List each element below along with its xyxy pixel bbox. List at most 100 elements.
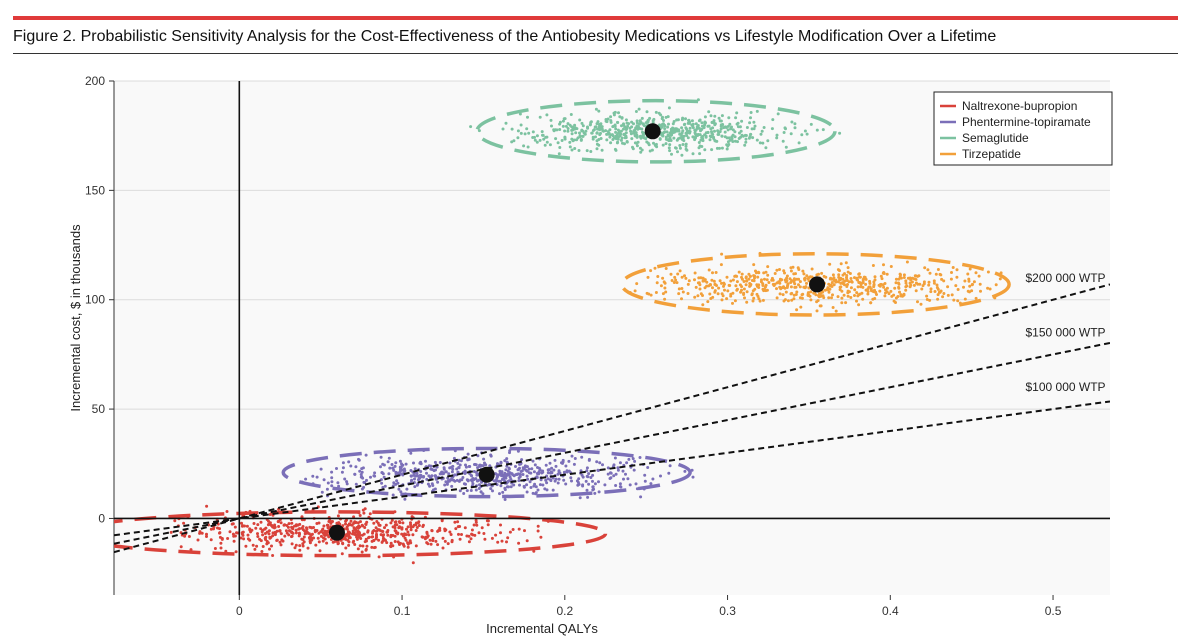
simulation-point	[676, 150, 679, 154]
simulation-point	[340, 552, 344, 556]
simulation-point	[609, 476, 613, 480]
simulation-point	[700, 121, 704, 125]
simulation-point	[225, 510, 229, 513]
simulation-point	[739, 129, 743, 133]
simulation-point	[568, 145, 572, 149]
simulation-point	[826, 287, 829, 291]
simulation-point	[688, 120, 692, 124]
simulation-point	[699, 129, 702, 133]
simulation-point	[239, 536, 243, 540]
simulation-point	[233, 525, 237, 529]
simulation-point	[472, 478, 476, 481]
simulation-point	[570, 148, 574, 152]
simulation-point	[684, 117, 687, 121]
simulation-point	[489, 453, 493, 457]
simulation-point	[400, 526, 404, 530]
figure-title: Figure 2. Probabilistic Sensitivity Anal…	[13, 28, 997, 45]
simulation-point	[760, 129, 764, 133]
simulation-point	[320, 490, 324, 494]
simulation-point	[260, 530, 264, 534]
simulation-point	[782, 269, 786, 273]
simulation-point	[336, 514, 340, 518]
simulation-point	[749, 111, 753, 114]
simulation-point	[686, 282, 690, 286]
simulation-point	[617, 111, 620, 115]
simulation-point	[868, 279, 872, 283]
simulation-point	[554, 137, 558, 141]
simulation-point	[808, 275, 812, 279]
simulation-point	[287, 533, 291, 537]
simulation-point	[805, 132, 809, 136]
simulation-point	[703, 122, 707, 126]
simulation-point	[935, 283, 939, 287]
simulation-point	[317, 540, 321, 544]
simulation-point	[681, 116, 685, 120]
simulation-point	[496, 462, 499, 466]
simulation-point	[880, 277, 884, 281]
simulation-point	[316, 536, 320, 540]
simulation-point	[548, 461, 552, 465]
simulation-point	[545, 113, 549, 117]
simulation-point	[837, 273, 841, 277]
simulation-point	[268, 535, 272, 539]
simulation-point	[761, 298, 765, 302]
simulation-point	[716, 133, 720, 136]
simulation-point	[465, 478, 469, 482]
simulation-point	[400, 463, 404, 467]
simulation-point	[431, 536, 435, 540]
simulation-point	[715, 146, 719, 150]
simulation-point	[517, 476, 521, 480]
simulation-point	[309, 526, 313, 530]
simulation-point	[654, 110, 658, 114]
simulation-point	[288, 529, 292, 533]
simulation-point	[584, 479, 588, 483]
simulation-point	[541, 133, 544, 137]
simulation-point	[795, 308, 799, 312]
simulation-point	[684, 131, 688, 135]
simulation-point	[850, 279, 853, 283]
simulation-point	[635, 487, 639, 491]
simulation-point	[831, 273, 835, 277]
simulation-point	[781, 293, 785, 297]
simulation-point	[725, 297, 729, 301]
simulation-point	[294, 543, 298, 547]
simulation-point	[798, 285, 802, 289]
simulation-point	[399, 541, 402, 545]
simulation-point	[803, 129, 807, 133]
simulation-point	[994, 283, 998, 287]
simulation-point	[361, 544, 365, 548]
simulation-point	[713, 129, 716, 133]
simulation-point	[703, 115, 707, 119]
simulation-point	[846, 270, 850, 274]
simulation-point	[359, 473, 363, 476]
legend-entry: Naltrexone-bupropion	[962, 99, 1077, 113]
simulation-point	[420, 535, 424, 539]
simulation-point	[388, 466, 392, 470]
simulation-point	[708, 283, 712, 287]
simulation-point	[318, 549, 322, 553]
simulation-point	[625, 140, 629, 144]
simulation-point	[347, 460, 351, 464]
simulation-point	[290, 542, 294, 546]
simulation-point	[284, 529, 288, 533]
simulation-point	[657, 111, 661, 115]
simulation-point	[603, 483, 607, 487]
simulation-point	[366, 529, 370, 533]
simulation-point	[581, 134, 585, 138]
simulation-point	[546, 471, 550, 475]
simulation-point	[597, 138, 601, 141]
simulation-point	[834, 309, 838, 313]
simulation-point	[378, 523, 382, 527]
simulation-point	[209, 538, 213, 542]
simulation-point	[805, 281, 808, 285]
simulation-point	[955, 268, 959, 272]
simulation-point	[322, 524, 326, 528]
simulation-point	[218, 527, 221, 531]
simulation-point	[882, 271, 886, 274]
simulation-point	[866, 292, 870, 296]
simulation-point	[757, 271, 761, 275]
wtp-label: $100 000 WTP	[1025, 380, 1105, 394]
simulation-point	[433, 474, 437, 478]
simulation-point	[962, 285, 965, 289]
